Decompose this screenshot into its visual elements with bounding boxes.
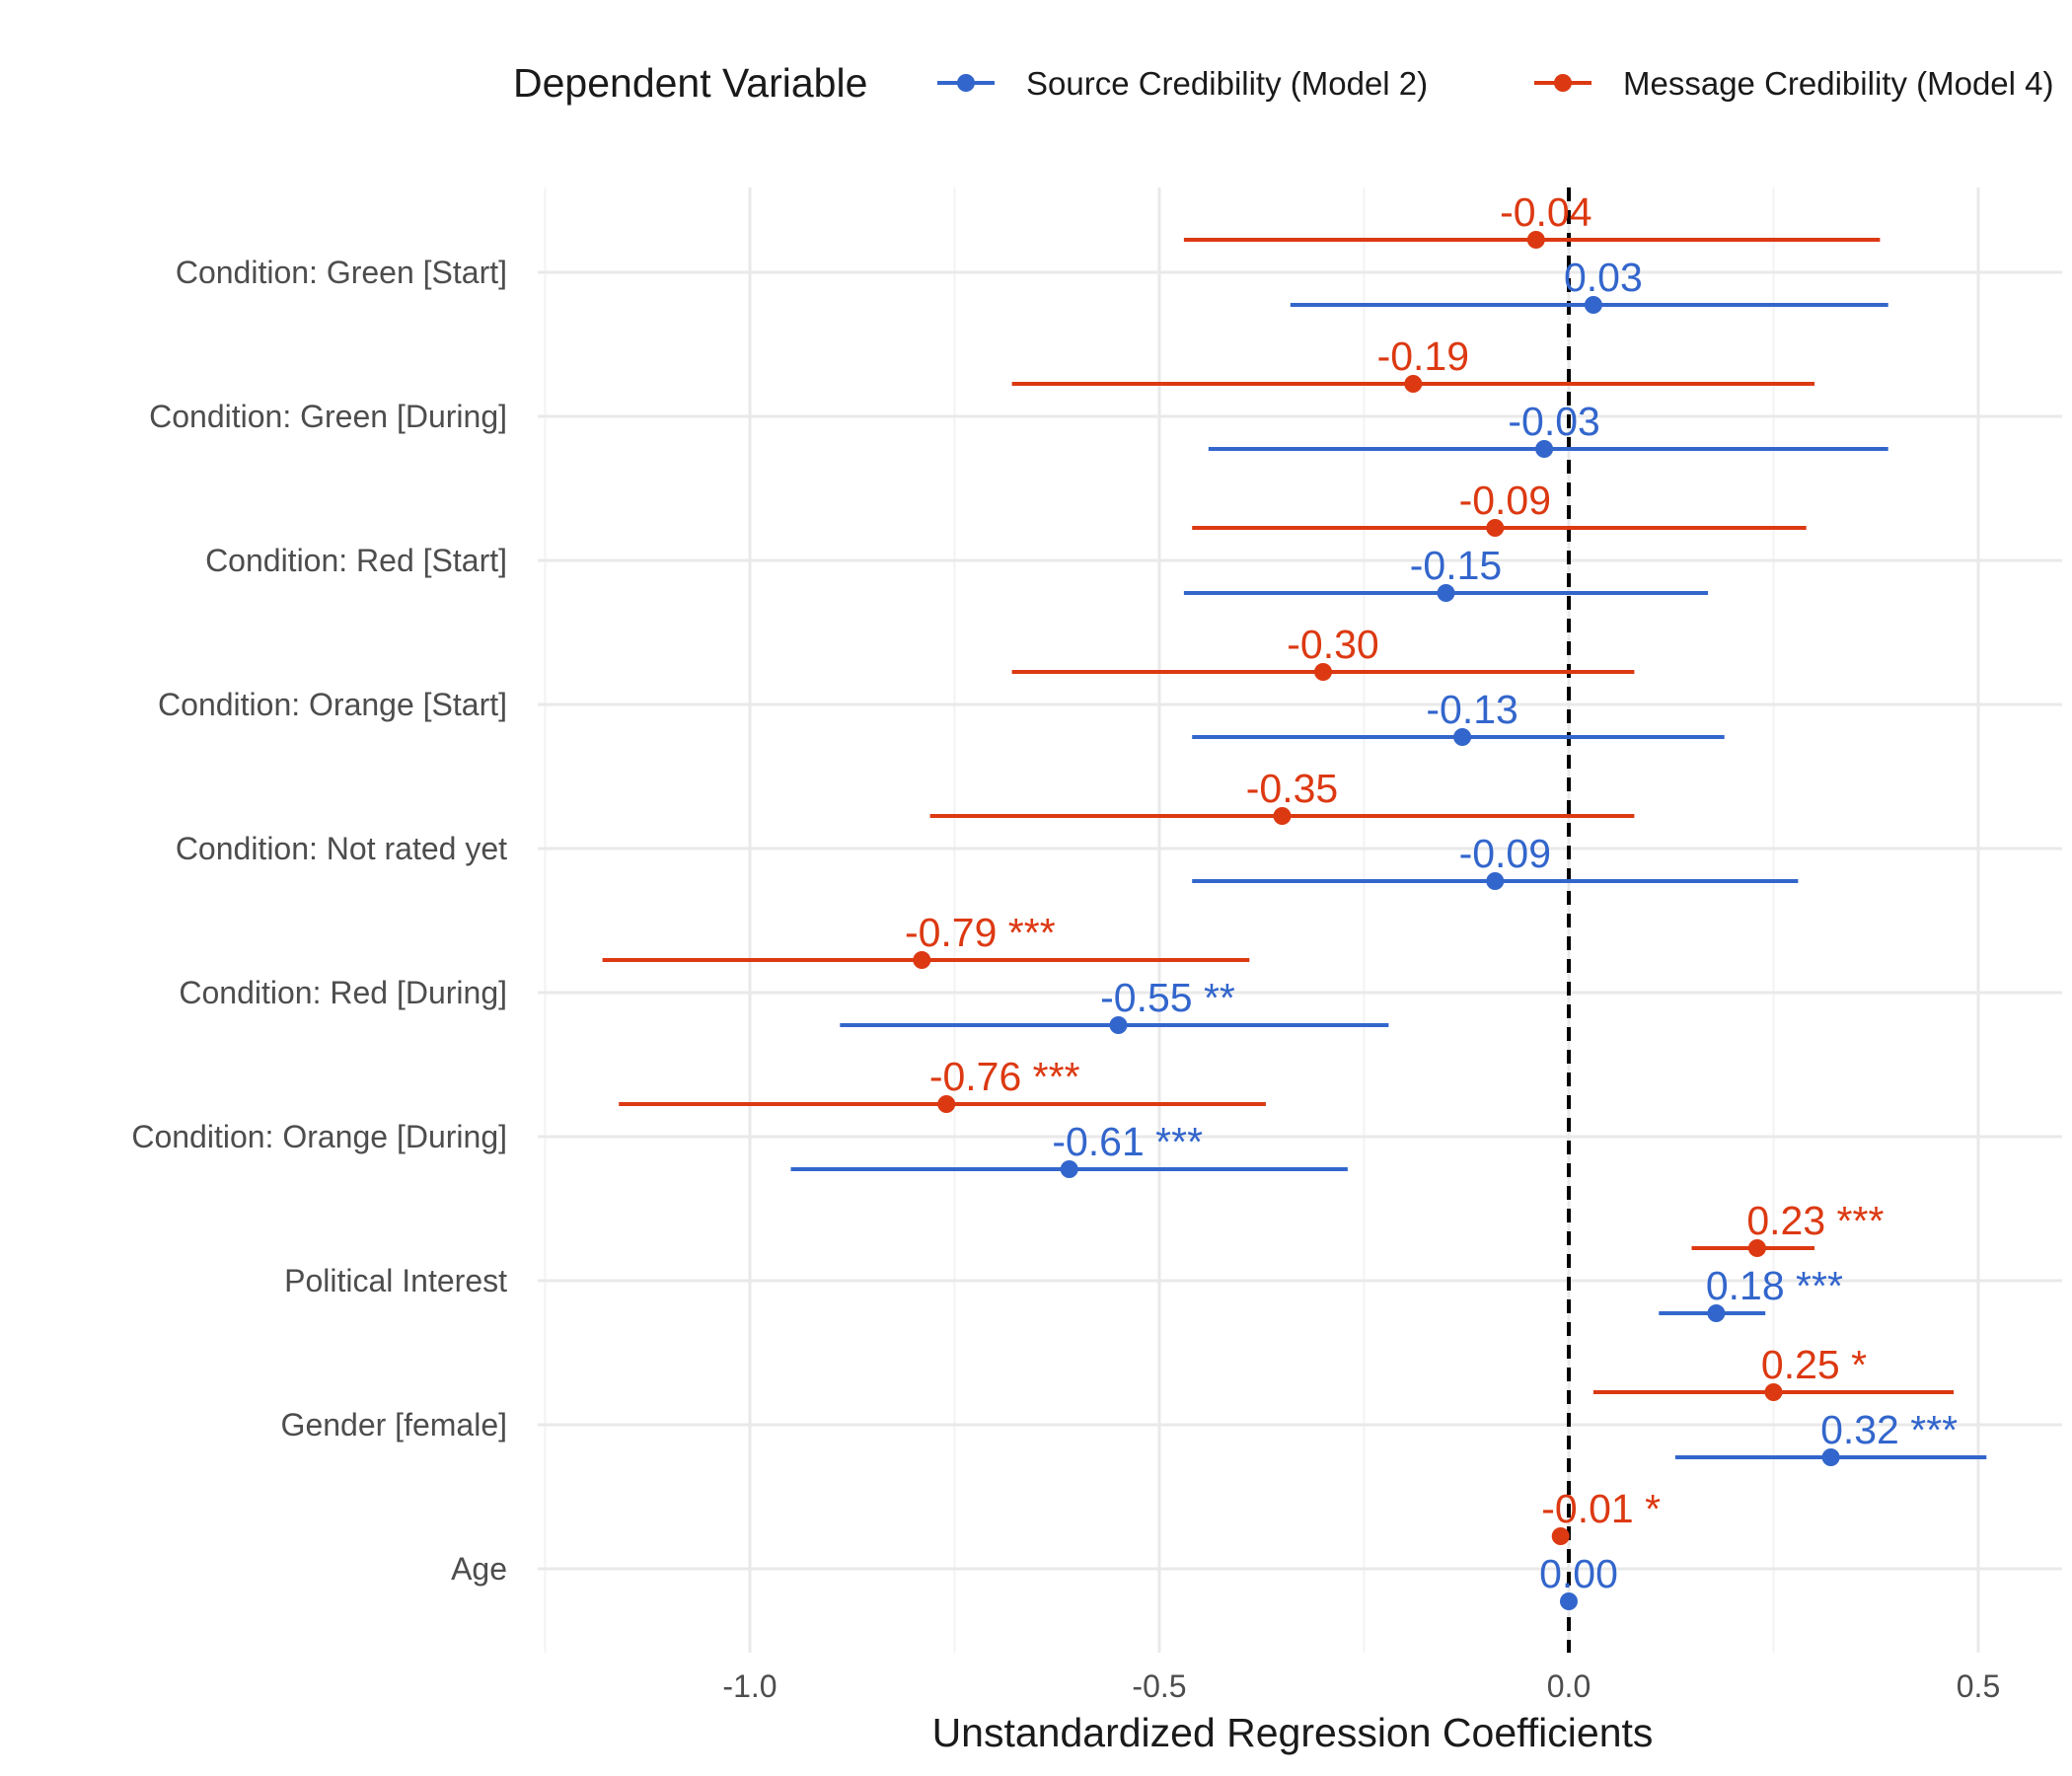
x-tick-label: 0.5 (1957, 1668, 2000, 1704)
data-label: 0.18 *** (1706, 1263, 1843, 1308)
data-label: -0.35 (1246, 766, 1338, 811)
coefficient-point (913, 951, 931, 969)
coefficient-point (1486, 872, 1505, 890)
legend-key-point (1554, 74, 1572, 92)
data-label: -0.15 (1410, 543, 1502, 588)
data-label: -0.04 (1500, 189, 1591, 235)
data-label: -0.03 (1508, 399, 1599, 444)
x-axis-title: Unstandardized Regression Coefficients (932, 1710, 1654, 1755)
legend: Dependent Variable Source Credibility (M… (513, 60, 2054, 106)
coefficient-point (1060, 1160, 1078, 1178)
coefficient-point (1314, 663, 1332, 681)
data-label: -0.09 (1459, 478, 1551, 523)
y-tick-label: Condition: Green [Start] (176, 255, 507, 290)
coefficient-point (1437, 584, 1455, 602)
y-tick-label: Condition: Red [Start] (205, 543, 507, 578)
data-label: 0.03 (1564, 255, 1643, 300)
legend-key-point (957, 74, 975, 92)
data-label: 0.25 * (1761, 1342, 1867, 1387)
data-label: -0.61 *** (1052, 1119, 1203, 1164)
data-label: -0.09 (1459, 831, 1551, 876)
coefficient-point (1747, 1239, 1766, 1257)
coefficient-point (1109, 1016, 1128, 1034)
legend-title: Dependent Variable (513, 60, 867, 106)
data-label: 0.00 (1539, 1551, 1618, 1596)
y-tick-label: Condition: Green [During] (149, 399, 507, 434)
coefficient-point (1560, 1592, 1578, 1610)
x-tick-label: -0.5 (1132, 1668, 1186, 1704)
coefficient-point (1551, 1527, 1570, 1545)
coefficient-point (1764, 1383, 1783, 1401)
coefficient-point (1535, 440, 1554, 458)
coefficient-point (1486, 519, 1505, 537)
data-label: -0.76 *** (929, 1054, 1080, 1099)
data-label: 0.32 *** (1820, 1407, 1958, 1452)
coefficient-point (1404, 375, 1423, 393)
y-tick-label: Age (451, 1551, 507, 1587)
y-tick-label: Condition: Red [During] (179, 975, 507, 1010)
coefficient-point (1453, 728, 1472, 746)
x-tick-label: 0.0 (1547, 1668, 1591, 1704)
coefficient-point (1821, 1448, 1840, 1466)
data-label: -0.79 *** (905, 910, 1056, 955)
coefficient-point (1707, 1304, 1726, 1322)
y-tick-label: Condition: Orange [Start] (158, 687, 507, 722)
x-tick-label: -1.0 (722, 1668, 777, 1704)
y-tick-label: Condition: Not rated yet (176, 831, 507, 866)
legend-entry: Message Credibility (Model 4) (1623, 65, 2054, 102)
data-label: -0.13 (1426, 687, 1517, 732)
y-tick-label: Condition: Orange [During] (131, 1119, 507, 1154)
data-label: -0.01 * (1541, 1486, 1661, 1531)
coefficient-point (1584, 296, 1602, 314)
data-label: -0.30 (1287, 622, 1378, 667)
y-tick-label: Gender [female] (281, 1407, 507, 1443)
legend-entry: Source Credibility (Model 2) (1026, 65, 1428, 102)
coefficient-point (937, 1095, 956, 1113)
data-label: 0.23 *** (1746, 1198, 1884, 1243)
y-tick-label: Political Interest (284, 1263, 507, 1298)
data-label: -0.19 (1377, 333, 1469, 379)
coefficient-point (1273, 807, 1292, 825)
coefficient-point (1526, 231, 1545, 249)
data-label: -0.55 ** (1100, 975, 1235, 1020)
